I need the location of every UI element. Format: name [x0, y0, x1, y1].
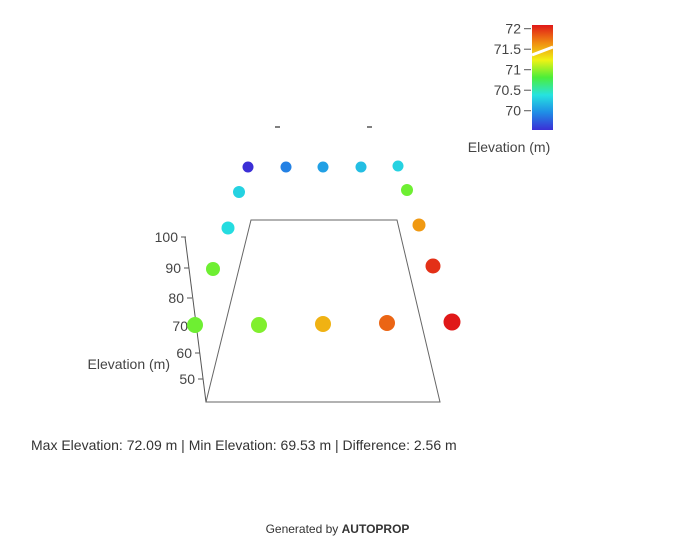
elevation-point: [379, 315, 395, 331]
elevation-point: [242, 161, 254, 173]
z-tick-label: 80: [168, 290, 184, 306]
elevation-point: [401, 184, 413, 196]
elevation-point: [233, 186, 245, 198]
elevation-point: [355, 161, 367, 173]
elevation-point: [392, 160, 404, 172]
elevation-point: [280, 161, 292, 173]
z-tick-label: 90: [165, 260, 181, 276]
elevation-point: [221, 221, 235, 235]
elevation-point: [412, 218, 426, 232]
elevation-point: [443, 313, 461, 331]
colorbar-title: Elevation (m): [468, 139, 550, 155]
footer-prefix: Generated by: [265, 522, 339, 536]
z-tick-label: 50: [179, 371, 195, 387]
colorbar-tick-label: 72: [505, 21, 521, 37]
z-tick-label: 60: [176, 345, 192, 361]
elevation-point: [317, 161, 329, 173]
colorbar-tick-label: 70: [505, 103, 521, 119]
colorbar-tick-label: 71: [505, 62, 521, 78]
z-axis-ticks: 50 60 70 80 90 100: [155, 229, 203, 387]
points-layer: [187, 160, 461, 333]
z-tick-label: 70: [172, 318, 188, 334]
z-tick-label: 100: [155, 229, 179, 245]
footer-brand: AUTOPROP: [341, 522, 410, 536]
footer: Generated by AUTOPROP: [0, 522, 675, 536]
elevation-point: [251, 317, 267, 333]
colorbar-notch: [531, 45, 554, 57]
colorbar: [532, 25, 553, 130]
elevation-point: [187, 317, 203, 333]
elevation-stats: Max Elevation: 72.09 m | Min Elevation: …: [31, 437, 457, 453]
colorbar-tick-label: 71.5: [494, 41, 521, 57]
elevation-point: [425, 258, 441, 274]
elevation-point: [315, 316, 331, 332]
z-axis-title: Elevation (m): [88, 356, 170, 372]
elevation-point: [206, 262, 220, 276]
colorbar-tick-label: 70.5: [494, 82, 521, 98]
elevation-3d-chart: 50 60 70 80 90 100 Elevation (m) 70 70.5 71 71.5…: [88, 21, 554, 403]
scene-box: [205, 219, 441, 403]
colorbar-ticks: 70 70.5 71 71.5 72: [494, 21, 554, 119]
